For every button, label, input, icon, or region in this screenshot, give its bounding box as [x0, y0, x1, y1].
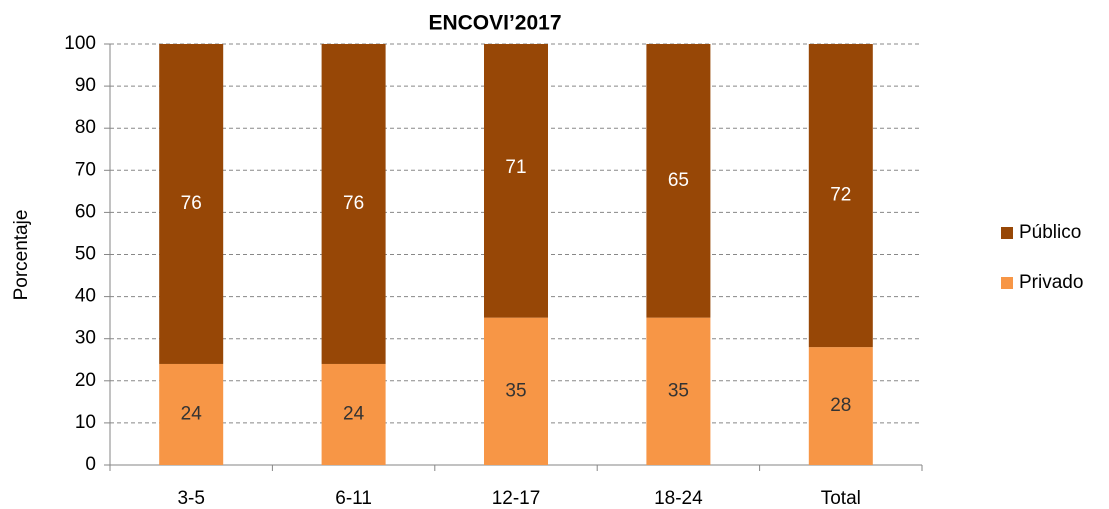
- labels: 3-5 24 76 6-11 24 76 12-17 35 71 18-24 35 65 Total 28…: [177, 157, 1083, 509]
- y-tick-label: 0: [85, 454, 96, 475]
- bar-segment: [321, 363, 386, 465]
- bar-segment: [808, 44, 873, 348]
- bar-segment: [646, 317, 711, 465]
- bar-segment: [808, 347, 873, 465]
- data-label: 65: [668, 170, 689, 191]
- bars: [159, 44, 873, 465]
- bar-segment: [646, 44, 711, 318]
- y-tick-label: 80: [75, 117, 96, 138]
- data-label: 71: [505, 157, 526, 178]
- data-label: 35: [505, 380, 526, 401]
- bar-segment: [159, 363, 224, 465]
- y-tick-label: 70: [75, 159, 96, 180]
- data-label: 76: [181, 193, 202, 214]
- data-label: 24: [343, 403, 365, 424]
- bar-segment: [484, 317, 548, 465]
- x-tick-label: 18-24: [654, 488, 703, 509]
- y-tick-label: 30: [75, 328, 96, 349]
- y-tick-label: 20: [75, 370, 96, 391]
- y-axis-label: Porcentaje: [11, 210, 32, 301]
- x-tick-label: Total: [821, 488, 861, 509]
- y-tick-label: 100: [64, 33, 96, 54]
- legend-label: Privado: [1019, 272, 1083, 293]
- legend-swatch: [1001, 227, 1013, 239]
- data-label: 35: [668, 380, 689, 401]
- bar-segment: [321, 44, 386, 364]
- legend-label: Público: [1019, 222, 1081, 243]
- x-tick-label: 6-11: [335, 488, 372, 509]
- data-label: 28: [830, 395, 851, 416]
- y-tick-label: 60: [75, 201, 96, 222]
- bar-segment: [159, 44, 224, 364]
- bar-segment: [484, 44, 548, 318]
- x-tick-label: 12-17: [492, 488, 541, 509]
- legend-swatch: [1001, 277, 1013, 289]
- data-label: 76: [343, 193, 364, 214]
- y-tick-label: 90: [75, 75, 96, 96]
- data-label: 24: [181, 403, 203, 424]
- chart-title: ENCOVI’2017: [428, 12, 561, 35]
- y-tick-label: 40: [75, 286, 96, 307]
- y-tick-label: 50: [75, 244, 96, 265]
- y-tick-label: 10: [75, 412, 96, 433]
- data-label: 72: [830, 185, 851, 206]
- x-tick-label: 3-5: [177, 488, 204, 509]
